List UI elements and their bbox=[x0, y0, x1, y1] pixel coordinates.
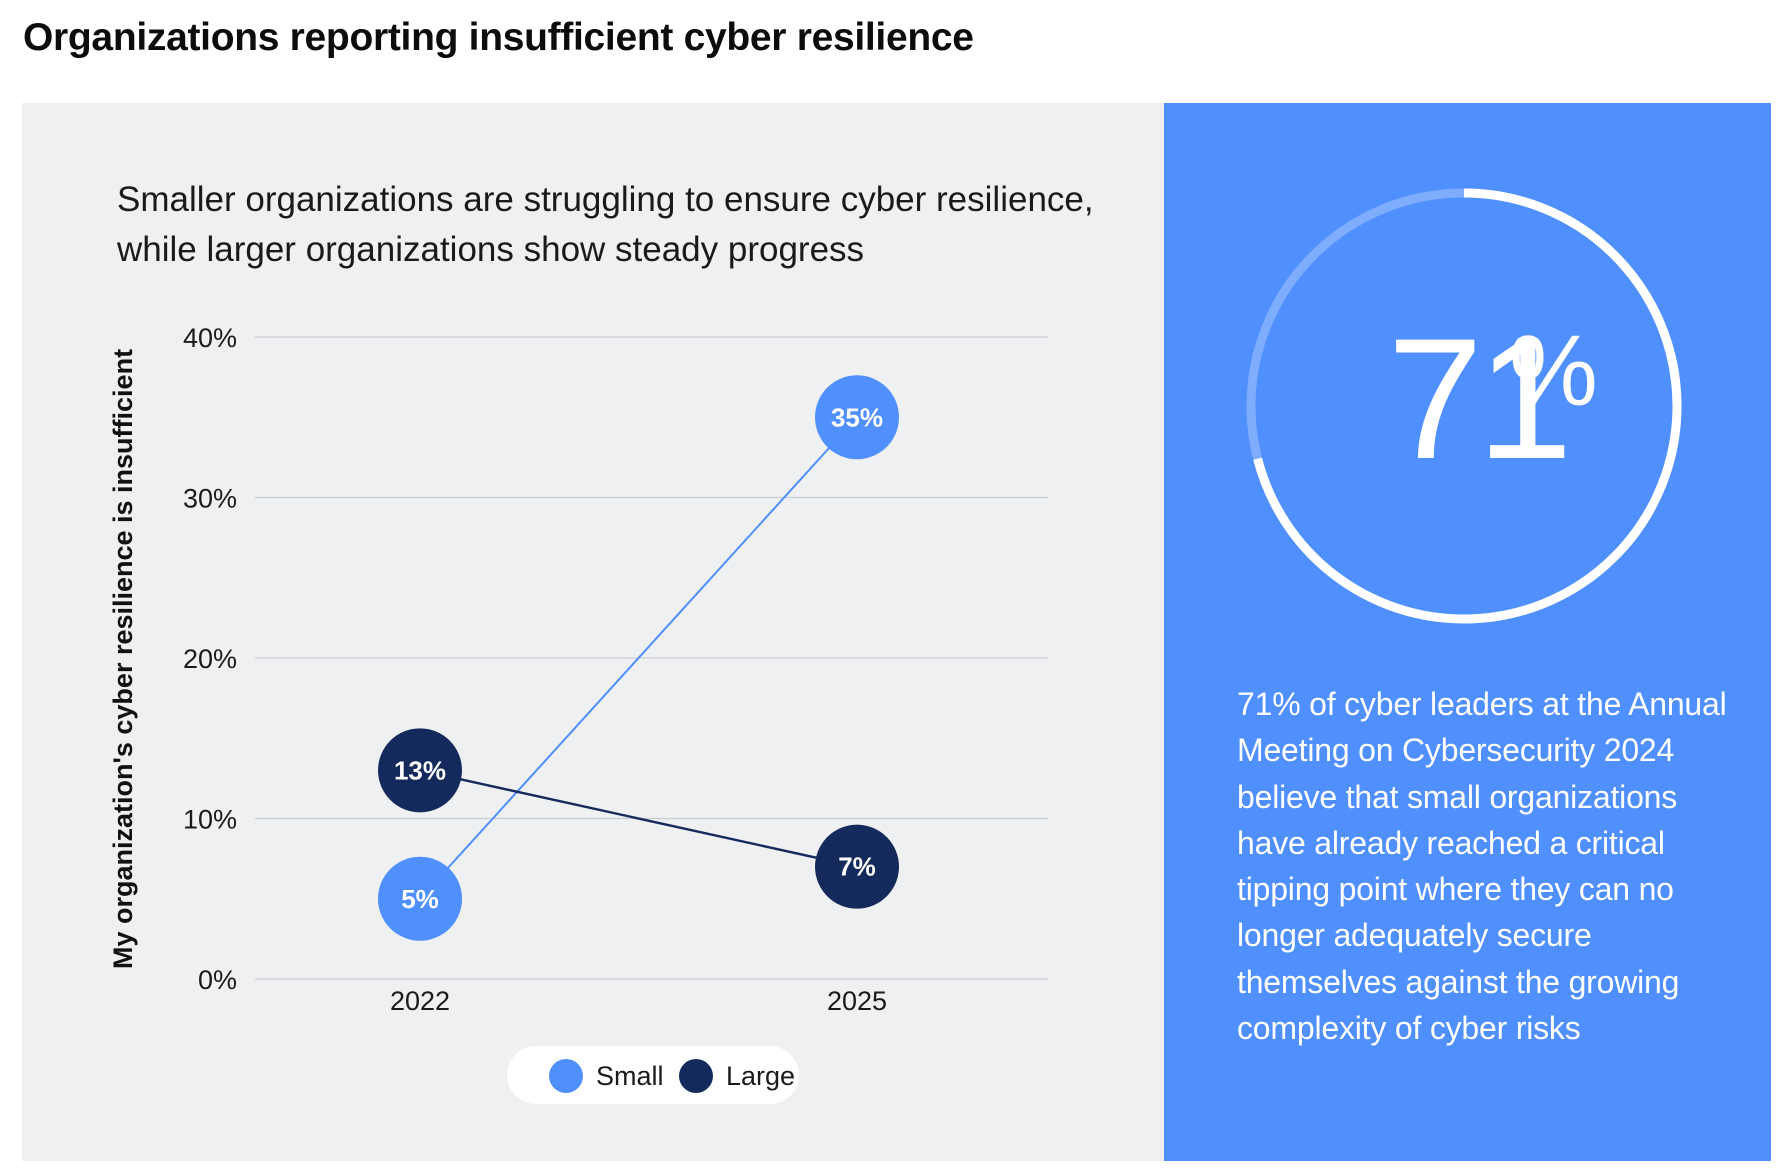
chart-subtitle: Smaller organizations are struggling to … bbox=[117, 180, 1094, 269]
stat-panel: 71 % 71% of cyber leaders at the Annual … bbox=[1164, 103, 1771, 1161]
series-line-small bbox=[419, 416, 858, 900]
chart-panel: Smaller organizations are struggling to … bbox=[22, 103, 1164, 1161]
data-point-large-2025 bbox=[815, 824, 899, 909]
legend-item-small: Small bbox=[549, 1059, 664, 1093]
x-tick-label: 2025 bbox=[827, 986, 887, 1016]
y-tick-label: 10% bbox=[183, 805, 237, 835]
progress-ring-fill bbox=[1246, 188, 1682, 624]
series-line-large bbox=[419, 769, 858, 868]
y-tick-label: 40% bbox=[183, 323, 237, 353]
y-tick-label: 30% bbox=[183, 484, 237, 514]
legend-item-large: Large bbox=[679, 1059, 795, 1093]
data-point-small-2025 bbox=[815, 375, 899, 460]
progress-ring bbox=[1246, 188, 1682, 624]
data-point-large-2022 bbox=[378, 728, 462, 813]
y-tick-label: 20% bbox=[183, 644, 237, 674]
chart-legend: Small Large bbox=[507, 1046, 799, 1104]
data-label-large-2025: 7% bbox=[838, 852, 876, 882]
legend-swatch-small bbox=[549, 1059, 583, 1093]
legend-swatch-large bbox=[679, 1059, 713, 1093]
legend-label-small: Small bbox=[596, 1060, 664, 1091]
x-tick-label: 2022 bbox=[390, 986, 450, 1016]
data-point-small-2022 bbox=[378, 856, 462, 941]
data-label-small-2025: 35% bbox=[831, 402, 883, 432]
y-axis-label: My organization's cyber resilience is in… bbox=[108, 349, 138, 969]
stat-description: 71% of cyber leaders at the Annual Meeti… bbox=[1237, 686, 1727, 1047]
y-tick-label: 0% bbox=[198, 965, 237, 995]
stat-value-suffix: % bbox=[1509, 315, 1598, 427]
page-title: Organizations reporting insufficient cyb… bbox=[23, 16, 974, 59]
data-label-large-2022: 13% bbox=[394, 755, 446, 785]
data-label-small-2022: 5% bbox=[401, 884, 439, 914]
line-chart: 0% 10% 20% 30% 40% 2022 2025 My organization's … bbox=[108, 323, 1048, 1016]
legend-label-large: Large bbox=[726, 1060, 796, 1091]
stat-value: 71 bbox=[1387, 303, 1572, 495]
